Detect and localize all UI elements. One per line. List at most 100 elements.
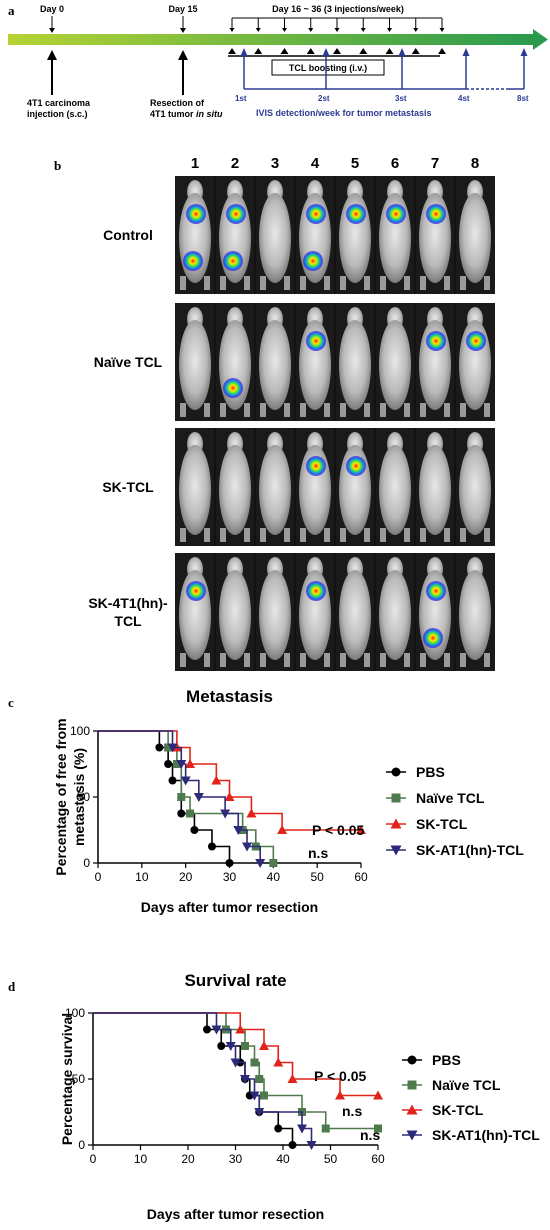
resection-label-line1: Resection of bbox=[150, 98, 205, 108]
annotation-text: n.s bbox=[308, 845, 328, 861]
ivis-mouse bbox=[259, 432, 291, 542]
injection-triangle bbox=[333, 48, 341, 54]
legend-entry: SK-TCL bbox=[402, 1102, 484, 1118]
injection-tick-arrow bbox=[360, 28, 366, 32]
marker-point bbox=[287, 1074, 298, 1083]
marker-point bbox=[172, 760, 181, 768]
x-tick-label: 20 bbox=[181, 1152, 195, 1166]
ivis-mouse bbox=[299, 307, 331, 417]
marker-point bbox=[203, 1025, 211, 1034]
ivis-mouse bbox=[339, 557, 371, 667]
series-line bbox=[98, 730, 275, 863]
y-tick-label: 0 bbox=[78, 1138, 85, 1152]
ivis-mouse bbox=[379, 180, 411, 290]
ivis-week-1st: 1st bbox=[235, 94, 247, 103]
x-tick-label: 50 bbox=[310, 870, 324, 884]
x-axis-label: Days after tumor resection bbox=[141, 899, 318, 915]
ivis-mouse bbox=[339, 432, 371, 542]
x-tick-label: 30 bbox=[223, 870, 237, 884]
marker-point bbox=[255, 1108, 264, 1116]
ivis-column-number: 6 bbox=[391, 155, 399, 172]
ivis-mouse bbox=[419, 432, 451, 542]
legend-label: SK-AT1(hn)-TCL bbox=[416, 842, 524, 858]
panel-c-letter: c bbox=[8, 695, 14, 710]
marker-point bbox=[222, 1025, 230, 1034]
y-tick-label: 50 bbox=[72, 1072, 86, 1086]
legend-label: Naïve TCL bbox=[416, 790, 485, 806]
series-0 bbox=[98, 730, 234, 867]
ivis-row-label: Control bbox=[103, 227, 153, 243]
marker-point bbox=[186, 809, 195, 818]
injection-triangle bbox=[306, 48, 315, 54]
ivis-mouse bbox=[179, 432, 211, 542]
x-tick-label: 40 bbox=[267, 870, 281, 884]
marker-point bbox=[249, 1091, 260, 1101]
series-line bbox=[93, 1012, 294, 1145]
marker-point bbox=[373, 1090, 383, 1100]
legend-entry: PBS bbox=[402, 1052, 461, 1068]
bioluminescence-signal bbox=[306, 331, 326, 351]
timeline-bar bbox=[8, 34, 535, 45]
panel-a-timeline: a Day 0 Day 15 Day 16 ~ 36 (3 injections… bbox=[8, 3, 548, 119]
bioluminescence-signal bbox=[303, 251, 323, 271]
marker-point bbox=[164, 760, 173, 768]
bioluminescence-signal bbox=[346, 204, 366, 224]
series-3 bbox=[93, 1012, 317, 1150]
series-3 bbox=[98, 730, 266, 868]
ivis-detection-arrow bbox=[240, 48, 248, 56]
marker-point bbox=[259, 1041, 269, 1050]
marker-point bbox=[306, 1141, 317, 1150]
series-1 bbox=[98, 730, 278, 867]
panel-d-letter: d bbox=[8, 979, 16, 994]
bioluminescence-signal bbox=[223, 378, 243, 398]
ivis-column-number: 5 bbox=[351, 155, 359, 172]
series-line bbox=[93, 1012, 378, 1097]
series-0 bbox=[93, 1012, 297, 1149]
ivis-mouse bbox=[459, 432, 491, 542]
y-tick-label: 100 bbox=[70, 724, 90, 738]
marker-point bbox=[242, 842, 253, 852]
x-tick-label: 0 bbox=[90, 1152, 97, 1166]
marker-point bbox=[260, 1091, 268, 1100]
marker-point bbox=[390, 845, 402, 856]
marker-point bbox=[207, 842, 216, 851]
x-tick-label: 20 bbox=[179, 870, 193, 884]
ivis-mouse bbox=[459, 557, 491, 667]
annotation-text: P < 0.05 bbox=[314, 1068, 367, 1084]
ivis-row-label: SK-4T1(hn)- bbox=[88, 595, 168, 611]
survival-chart: Survival rate 0 10 20 30 40 50 60 0 50 100 Days aft… bbox=[59, 971, 540, 1222]
ivis-mouse bbox=[459, 307, 491, 417]
ivis-mouse bbox=[379, 557, 411, 667]
ivis-row: SK-TCL bbox=[102, 428, 495, 546]
marker-point bbox=[238, 826, 247, 834]
legend-label: SK-AT1(hn)-TCL bbox=[432, 1127, 540, 1143]
marker-point bbox=[407, 1080, 417, 1090]
injection-triangle bbox=[438, 48, 446, 54]
ivis-mouse bbox=[179, 557, 211, 667]
marker-point bbox=[230, 1058, 241, 1068]
bioluminescence-signal bbox=[186, 581, 206, 601]
marker-point bbox=[236, 1058, 245, 1067]
ivis-week-8st: 8st bbox=[517, 94, 529, 103]
ivis-mouse bbox=[379, 307, 411, 417]
ivis-mouse bbox=[219, 432, 251, 542]
series-line bbox=[98, 730, 361, 831]
marker-point bbox=[288, 1141, 297, 1149]
marker-point bbox=[356, 825, 366, 834]
ivis-mouse bbox=[219, 307, 251, 417]
injection-triangle bbox=[280, 48, 289, 54]
series-line bbox=[98, 730, 231, 863]
marker-point bbox=[217, 1042, 226, 1050]
metastasis-chart: Metastasis 0 10 20 30 40 50 60 0 50 100 Days after … bbox=[53, 687, 524, 915]
annotation-text: P < 0.05 bbox=[312, 822, 365, 838]
bioluminescence-signal bbox=[306, 204, 326, 224]
tcl-boosting-label: TCL boosting (i.v.) bbox=[289, 63, 367, 73]
legend-entry: SK-AT1(hn)-TCL bbox=[402, 1127, 540, 1143]
ivis-mouse bbox=[339, 180, 371, 290]
marker-point bbox=[177, 809, 186, 818]
marker-point bbox=[273, 1057, 284, 1067]
ivis-detection-arrow bbox=[322, 48, 330, 56]
ivis-row-label: TCL bbox=[114, 613, 142, 629]
marker-point bbox=[193, 793, 204, 802]
marker-point bbox=[185, 759, 196, 768]
